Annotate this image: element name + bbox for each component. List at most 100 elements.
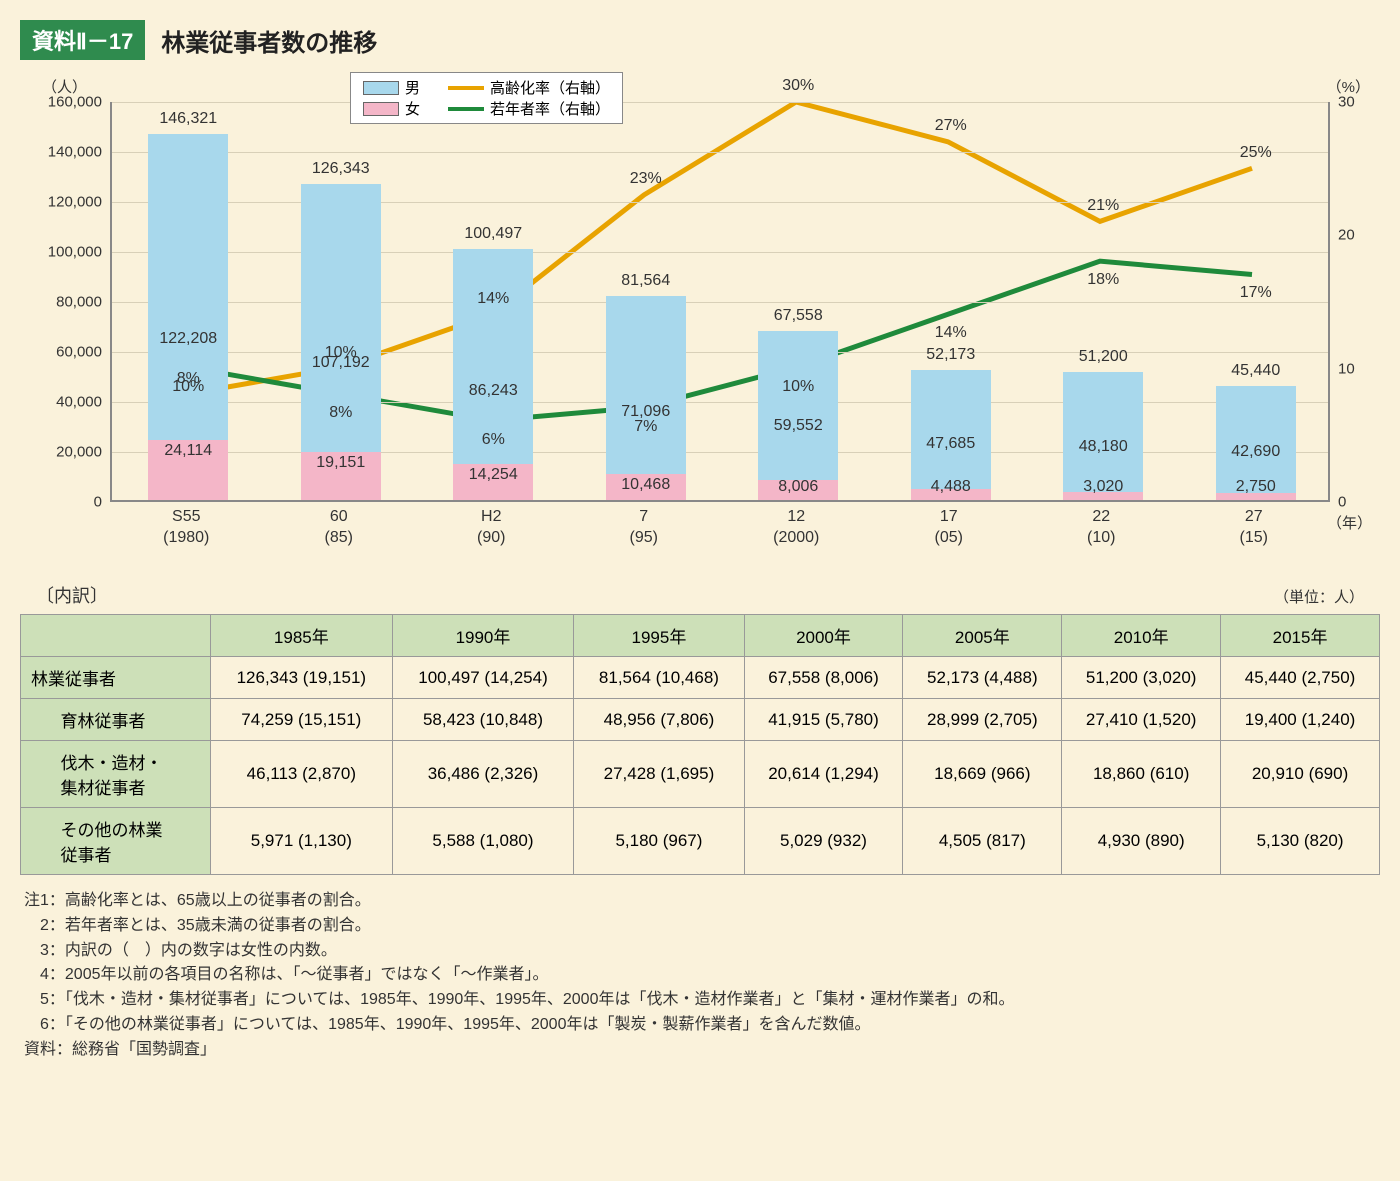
- table-cell: 48,956 (7,806): [574, 699, 744, 741]
- legend-aging: 高齢化率（右軸）: [490, 77, 610, 98]
- table-cell: 5,180 (967): [574, 808, 744, 875]
- table-cell: 67,558 (8,006): [744, 657, 903, 699]
- note-line: 4：2005年以前の各項目の名称は、「～従事者」ではなく「～作業者」。: [24, 963, 1380, 988]
- bar-female-label: 19,151: [301, 454, 381, 472]
- table-cell: 19,400 (1,240): [1221, 699, 1380, 741]
- table-cell: 126,343 (19,151): [211, 657, 393, 699]
- table-col-header: 2010年: [1062, 615, 1221, 657]
- bar-female-label: 10,468: [606, 476, 686, 494]
- bar-male-label: 47,685: [911, 435, 991, 453]
- table-cell: 4,930 (890): [1062, 808, 1221, 875]
- bar-total-label: 51,200: [1043, 348, 1163, 366]
- youth-point-label: 10%: [782, 378, 814, 396]
- legend-line-aging: [448, 86, 484, 90]
- table-cell: 74,259 (15,151): [211, 699, 393, 741]
- bar-female-label: 8,006: [758, 478, 838, 496]
- bar-male-label: 59,552: [758, 417, 838, 435]
- x-axis-label: （年）: [1327, 512, 1372, 533]
- table-col-header: 2005年: [903, 615, 1062, 657]
- legend-youth: 若年者率（右軸）: [490, 98, 610, 119]
- table-cell: 5,971 (1,130): [211, 808, 393, 875]
- plot-area: 146,321122,20824,114126,343107,19219,151…: [110, 102, 1330, 502]
- x-tick: 60(85): [269, 507, 409, 549]
- bar-female-label: 2,750: [1216, 478, 1296, 496]
- y-right-ticks: 0102030: [1330, 102, 1380, 502]
- x-tick: 27(15): [1184, 507, 1324, 549]
- legend-female: 女: [405, 98, 420, 119]
- bar-total-label: 67,558: [738, 307, 858, 325]
- table-cell: 46,113 (2,870): [211, 741, 393, 808]
- table-col-header: 2000年: [744, 615, 903, 657]
- table-row-label: 伐木・造材・集材従事者: [51, 741, 211, 808]
- bar-male-label: 48,180: [1063, 438, 1143, 456]
- bar-total-label: 126,343: [281, 160, 401, 178]
- bar-male-label: 86,243: [453, 382, 533, 400]
- bar-female-label: 14,254: [453, 466, 533, 484]
- legend-swatch-male: [363, 81, 399, 95]
- exhibit-badge: 資料Ⅱ－17: [20, 20, 145, 60]
- table-col-header: 1985年: [211, 615, 393, 657]
- bar-male-label: 122,208: [148, 330, 228, 348]
- aging-point-label: 21%: [1087, 197, 1119, 215]
- table-cell: 18,860 (610): [1062, 741, 1221, 808]
- legend-line-youth: [448, 107, 484, 111]
- aging-point-label: 14%: [477, 290, 509, 308]
- x-tick: 12(2000): [726, 507, 866, 549]
- note-line: 2：若年者率とは、35歳未満の従事者の割合。: [24, 914, 1380, 939]
- table-cell: 4,505 (817): [903, 808, 1062, 875]
- table-cell: 100,497 (14,254): [392, 657, 574, 699]
- table-cell: 18,669 (966): [903, 741, 1062, 808]
- x-tick: S55(1980): [116, 507, 256, 549]
- table-col-header: 1995年: [574, 615, 744, 657]
- table-cell: 28,999 (2,705): [903, 699, 1062, 741]
- table-row-label: その他の林業従事者: [51, 808, 211, 875]
- table-cell: 41,915 (5,780): [744, 699, 903, 741]
- table-cell: 58,423 (10,848): [392, 699, 574, 741]
- table-cell: 27,428 (1,695): [574, 741, 744, 808]
- notes: 注1：高齢化率とは、65歳以上の従事者の割合。 2：若年者率とは、35歳未満の従…: [24, 889, 1380, 1063]
- y-left-ticks: 020,00040,00060,00080,000100,000120,0001…: [20, 102, 110, 502]
- breakdown-header: 〔内訳〕 （単位：人）: [20, 582, 1380, 608]
- aging-point-label: 23%: [630, 170, 662, 188]
- youth-point-label: 8%: [329, 404, 352, 422]
- chart: （人） （%） 020,00040,00060,00080,000100,000…: [20, 72, 1380, 572]
- table-cell: 5,588 (1,080): [392, 808, 574, 875]
- bar-total-label: 45,440: [1196, 362, 1316, 380]
- aging-point-label: 27%: [935, 117, 967, 135]
- note-line: 6：「その他の林業従事者」については、1985年、1990年、1995年、200…: [24, 1013, 1380, 1038]
- breakdown-title: 〔内訳〕: [36, 582, 108, 608]
- youth-point-label: 10%: [172, 378, 204, 396]
- aging-point-label: 30%: [782, 77, 814, 95]
- bar-female-label: 3,020: [1063, 478, 1143, 496]
- bar-total-label: 81,564: [586, 272, 706, 290]
- bar-total-label: 146,321: [128, 110, 248, 128]
- aging-point-label: 25%: [1240, 144, 1272, 162]
- page-title: 林業従事者数の推移: [161, 23, 377, 58]
- legend-swatch-female: [363, 102, 399, 116]
- table-cell: 52,173 (4,488): [903, 657, 1062, 699]
- table-cell: 20,910 (690): [1221, 741, 1380, 808]
- youth-point-label: 14%: [935, 324, 967, 342]
- table-row-label: 育林従事者: [51, 699, 211, 741]
- table-cell: 5,029 (932): [744, 808, 903, 875]
- note-line: 5：「伐木・造材・集材従事者」については、1985年、1990年、1995年、2…: [24, 988, 1380, 1013]
- breakdown-table: 1985年1990年1995年2000年2005年2010年2015年林業従事者…: [20, 614, 1380, 875]
- table-cell: 81,564 (10,468): [574, 657, 744, 699]
- aging-point-label: 10%: [325, 344, 357, 362]
- table-col-header: 1990年: [392, 615, 574, 657]
- bar-female-label: 4,488: [911, 478, 991, 496]
- note-line: 資料：総務省「国勢調査」: [24, 1038, 1380, 1063]
- table-col-header: 2015年: [1221, 615, 1380, 657]
- x-tick: H2(90): [421, 507, 561, 549]
- youth-point-label: 6%: [482, 431, 505, 449]
- bar-female-label: 24,114: [148, 442, 228, 460]
- bar-male-label: 42,690: [1216, 443, 1296, 461]
- breakdown-unit: （単位：人）: [1274, 586, 1364, 607]
- table-cell: 20,614 (1,294): [744, 741, 903, 808]
- table-row-label: 林業従事者: [21, 657, 211, 699]
- note-line: 3：内訳の（ ）内の数字は女性の内数。: [24, 939, 1380, 964]
- x-tick: 7(95): [574, 507, 714, 549]
- youth-point-label: 7%: [634, 418, 657, 436]
- youth-point-label: 18%: [1087, 271, 1119, 289]
- table-cell: 27,410 (1,520): [1062, 699, 1221, 741]
